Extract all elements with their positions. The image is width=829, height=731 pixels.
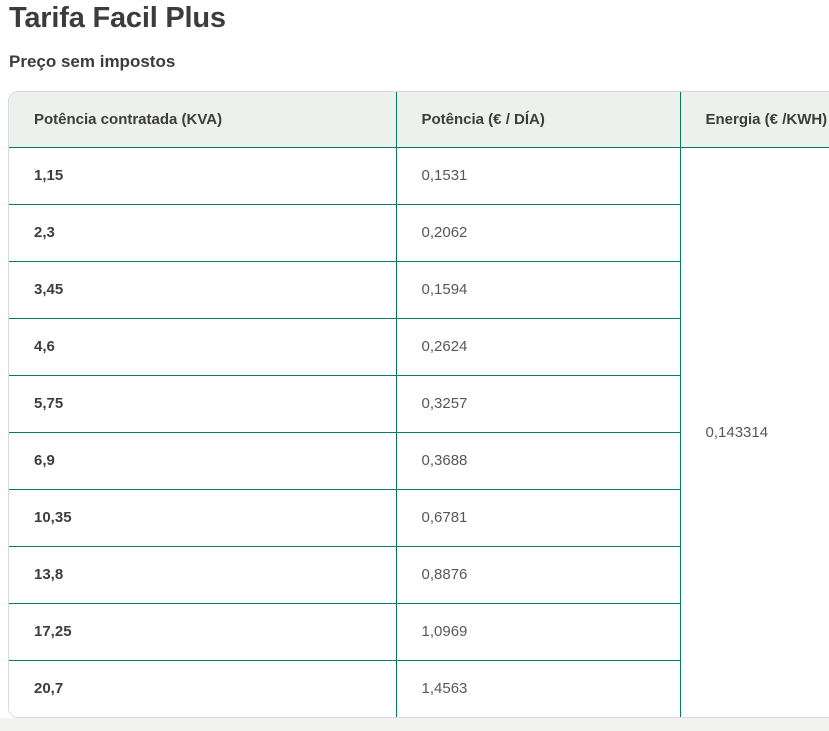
table-row: 13,8 0,8876: [9, 546, 829, 604]
table-row: 3,45 0,1594: [9, 261, 829, 319]
kva-cell: 1,15: [9, 147, 396, 205]
tariff-table: Potência contratada (KVA) Potência (€ / …: [9, 92, 829, 717]
header-row: Potência contratada (KVA) Potência (€ / …: [9, 92, 829, 148]
potencia-cell: 1,4563: [395, 660, 680, 717]
table-body: 1,15 0,1531 0,143314 2,3 0,2062 3,45 0,1…: [9, 147, 829, 717]
kva-cell: 17,25: [9, 603, 396, 661]
kva-cell: 6,9: [9, 432, 396, 490]
kva-cell: 13,8: [9, 546, 396, 604]
kva-cell: 5,75: [9, 375, 396, 433]
kva-cell: 2,3: [9, 204, 396, 262]
potencia-cell: 0,1531: [395, 147, 680, 205]
potencia-cell: 0,3688: [395, 432, 680, 490]
column-header-potencia-precio: Potência (€ / DÍA): [395, 92, 680, 148]
kva-cell: 4,6: [9, 318, 396, 376]
table-row: 6,9 0,3688: [9, 432, 829, 490]
kva-cell: 10,35: [9, 489, 396, 547]
table-row: 2,3 0,2062: [9, 204, 829, 262]
kva-cell: 3,45: [9, 261, 396, 319]
potencia-cell: 0,8876: [395, 546, 680, 604]
potencia-cell: 0,2624: [395, 318, 680, 376]
page-section-divider: [0, 718, 829, 731]
kva-cell: 20,7: [9, 660, 396, 717]
table-row: 17,25 1,0969: [9, 603, 829, 661]
potencia-cell: 0,6781: [395, 489, 680, 547]
table-row: 1,15 0,1531 0,143314: [9, 147, 829, 717]
energia-cell: 0,143314: [679, 147, 829, 717]
potencia-cell: 0,2062: [395, 204, 680, 262]
potencia-cell: 0,3257: [395, 375, 680, 433]
page-title: Tarifa Facil Plus: [9, 2, 226, 34]
column-header-potencia-contratada: Potência contratada (KVA): [9, 92, 396, 148]
page-subtitle: Preço sem impostos: [9, 52, 176, 71]
table-row: 10,35 0,6781: [9, 489, 829, 547]
potencia-cell: 1,0969: [395, 603, 680, 661]
tariff-table-card: Potência contratada (KVA) Potência (€ / …: [8, 91, 829, 718]
table-header: Potência contratada (KVA) Potência (€ / …: [9, 92, 829, 148]
table-row: 20,7 1,4563: [9, 660, 829, 717]
table-row: 5,75 0,3257: [9, 375, 829, 433]
column-header-energia: Energia (€ /KWH): [679, 92, 829, 148]
potencia-cell: 0,1594: [395, 261, 680, 319]
table-row: 4,6 0,2624: [9, 318, 829, 376]
